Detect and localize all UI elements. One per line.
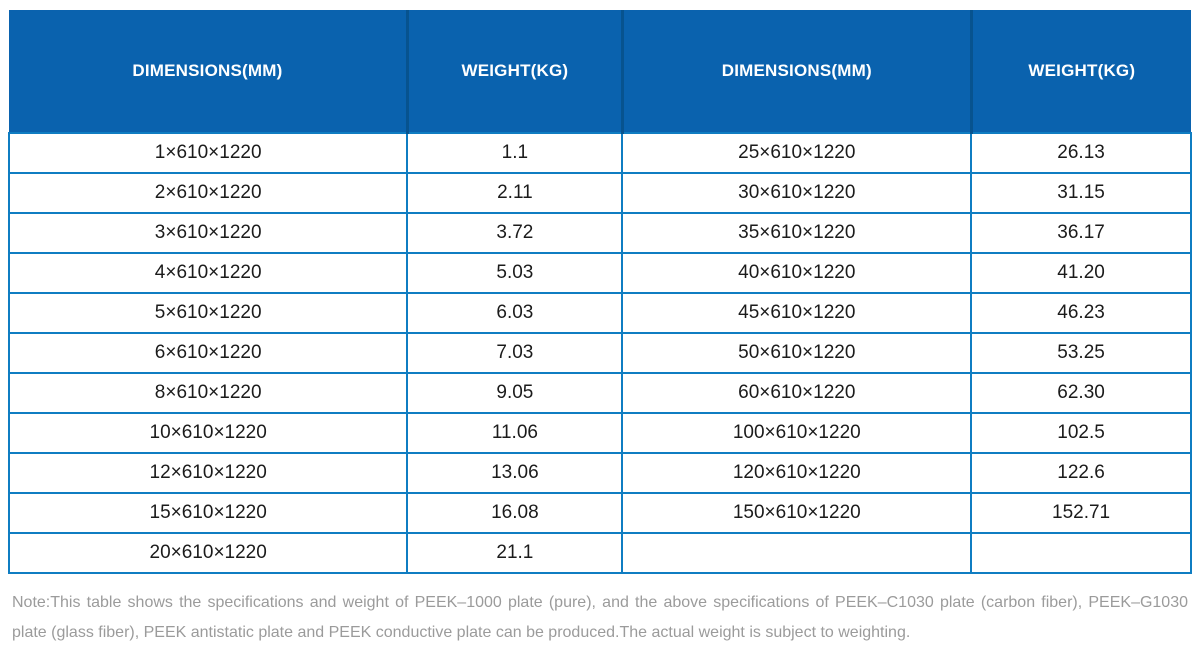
weight-cell: 152.71 bbox=[970, 492, 1192, 534]
dimensions-cell: 60×610×1220 bbox=[621, 372, 973, 414]
table-row: 2×610×1220 2.11 30×610×1220 31.15 bbox=[7, 172, 1192, 214]
weight-cell bbox=[970, 532, 1192, 574]
dimensions-cell: 50×610×1220 bbox=[621, 332, 973, 374]
weight-cell: 41.20 bbox=[970, 252, 1192, 294]
dimensions-cell bbox=[621, 532, 973, 574]
dimensions-cell: 30×610×1220 bbox=[621, 172, 973, 214]
note-text: Note:This table shows the specifications… bbox=[12, 594, 1188, 641]
dimensions-cell: 150×610×1220 bbox=[621, 492, 973, 534]
dimensions-cell: 1×610×1220 bbox=[7, 132, 409, 174]
weight-cell: 122.6 bbox=[970, 452, 1192, 494]
table-row: 6×610×1220 7.03 50×610×1220 53.25 bbox=[7, 332, 1192, 374]
weight-cell: 3.72 bbox=[406, 212, 624, 254]
weight-cell: 5.03 bbox=[406, 252, 624, 294]
weight-cell: 13.06 bbox=[406, 452, 624, 494]
dimensions-cell: 35×610×1220 bbox=[621, 212, 973, 254]
weight-cell: 53.25 bbox=[970, 332, 1192, 374]
dimensions-cell: 8×610×1220 bbox=[7, 372, 409, 414]
dimensions-cell: 3×610×1220 bbox=[7, 212, 409, 254]
weight-cell: 1.1 bbox=[406, 132, 624, 174]
table-row: 5×610×1220 6.03 45×610×1220 46.23 bbox=[7, 292, 1192, 334]
weight-cell: 26.13 bbox=[970, 132, 1192, 174]
weight-cell: 62.30 bbox=[970, 372, 1192, 414]
weight-cell: 21.1 bbox=[406, 532, 624, 574]
table-row: 3×610×1220 3.72 35×610×1220 36.17 bbox=[7, 212, 1192, 254]
table-row: 15×610×1220 16.08 150×610×1220 152.71 bbox=[7, 492, 1192, 534]
column-header-dimensions-1: DIMENSIONS(MM) bbox=[9, 10, 408, 133]
dimensions-cell: 12×610×1220 bbox=[7, 452, 409, 494]
weight-cell: 16.08 bbox=[406, 492, 624, 534]
dimensions-cell: 15×610×1220 bbox=[7, 492, 409, 534]
header-row: DIMENSIONS(MM) WEIGHT(KG) DIMENSIONS(MM)… bbox=[9, 10, 1191, 133]
dimensions-cell: 6×610×1220 bbox=[7, 332, 409, 374]
weight-cell: 9.05 bbox=[406, 372, 624, 414]
column-header-dimensions-2: DIMENSIONS(MM) bbox=[620, 10, 972, 133]
dimensions-cell: 20×610×1220 bbox=[7, 532, 409, 574]
dimensions-cell: 4×610×1220 bbox=[7, 252, 409, 294]
dimensions-cell: 40×610×1220 bbox=[621, 252, 973, 294]
weight-cell: 11.06 bbox=[406, 412, 624, 454]
dimensions-cell: 10×610×1220 bbox=[7, 412, 409, 454]
column-header-weight-1: WEIGHT(KG) bbox=[405, 10, 623, 133]
dimensions-cell: 120×610×1220 bbox=[621, 452, 973, 494]
table-row: 20×610×1220 21.1 bbox=[7, 532, 1192, 574]
dimensions-cell: 2×610×1220 bbox=[7, 172, 409, 214]
dimensions-cell: 25×610×1220 bbox=[621, 132, 973, 174]
column-header-weight-2: WEIGHT(KG) bbox=[969, 10, 1191, 133]
weight-cell: 31.15 bbox=[970, 172, 1192, 214]
dimensions-cell: 100×610×1220 bbox=[621, 412, 973, 454]
spec-table-header: DIMENSIONS(MM) WEIGHT(KG) DIMENSIONS(MM)… bbox=[9, 10, 1191, 133]
table-row: 4×610×1220 5.03 40×610×1220 41.20 bbox=[7, 252, 1192, 294]
dimensions-cell: 45×610×1220 bbox=[621, 292, 973, 334]
table-row: 12×610×1220 13.06 120×610×1220 122.6 bbox=[7, 452, 1192, 494]
weight-cell: 102.5 bbox=[970, 412, 1192, 454]
table-row: 1×610×1220 1.1 25×610×1220 26.13 bbox=[7, 132, 1192, 174]
weight-cell: 36.17 bbox=[970, 212, 1192, 254]
dimensions-cell: 5×610×1220 bbox=[7, 292, 409, 334]
weight-cell: 2.11 bbox=[406, 172, 624, 214]
spec-table-body: 1×610×1220 1.1 25×610×1220 26.13 2×610×1220 2… bbox=[7, 132, 1192, 574]
weight-cell: 46.23 bbox=[970, 292, 1192, 334]
weight-cell: 7.03 bbox=[406, 332, 624, 374]
table-row: 10×610×1220 11.06 100×610×1220 102.5 bbox=[7, 412, 1192, 454]
spec-table: DIMENSIONS(MM) WEIGHT(KG) DIMENSIONS(MM)… bbox=[7, 10, 1192, 574]
table-row: 8×610×1220 9.05 60×610×1220 62.30 bbox=[7, 372, 1192, 414]
weight-cell: 6.03 bbox=[406, 292, 624, 334]
